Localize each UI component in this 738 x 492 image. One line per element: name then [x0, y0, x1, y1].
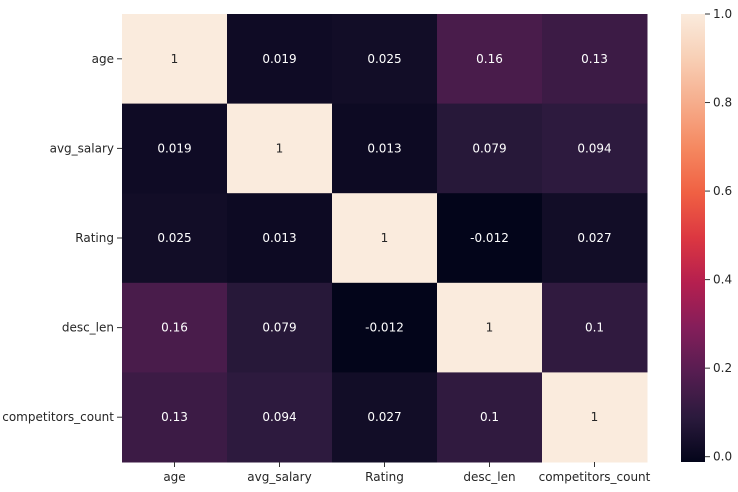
heatmap-cell: [437, 282, 543, 373]
x-axis: age avg_salary Rating desc_len competitors_c…: [163, 462, 651, 484]
cell-value-label: 1: [591, 410, 599, 424]
cell-value-label: 0.025: [157, 231, 191, 245]
heatmap-cell: [332, 14, 438, 105]
cell-value-label: 0.094: [262, 410, 296, 424]
cell-value-label: 1: [276, 141, 284, 155]
heatmap-cell: [332, 193, 438, 284]
heatmap-cell: [332, 103, 438, 194]
heatmap-cell: [332, 282, 438, 373]
heatmap-cell-labels: 1 0.019 0.025 0.16 0.13 0.019 1 0.013 0.079 0.094…: [157, 52, 611, 424]
heatmap-cell: [332, 372, 438, 463]
colorbar-tick-label: 0.2: [713, 361, 732, 375]
colorbar-gradient: [681, 14, 705, 462]
cell-value-label: 0.1: [480, 410, 499, 424]
heatmap-cell: [542, 282, 648, 373]
heatmap-cell: [122, 14, 228, 105]
cell-value-label: 0.027: [577, 231, 611, 245]
heatmap-cells: [122, 14, 648, 463]
cell-value-label: 0.079: [472, 141, 506, 155]
heatmap-cell: [542, 103, 648, 194]
cell-value-label: 1: [486, 321, 494, 335]
cell-value-label: 0.019: [262, 52, 296, 66]
colorbar-tick-label: 0.8: [713, 96, 732, 110]
cell-value-label: 0.16: [476, 52, 503, 66]
cell-value-label: -0.012: [470, 231, 509, 245]
y-tick-label: Rating: [75, 231, 114, 245]
cell-value-label: 0.019: [157, 141, 191, 155]
heatmap-cell: [542, 14, 648, 105]
cell-value-label: 0.013: [367, 141, 401, 155]
heatmap-cell: [227, 103, 333, 194]
cell-value-label: 0.027: [367, 410, 401, 424]
cell-value-label: 1: [381, 231, 389, 245]
cell-value-label: -0.012: [365, 321, 404, 335]
heatmap-cell: [437, 14, 543, 105]
x-tick-label: desc_len: [463, 470, 515, 484]
x-tick-label: Rating: [365, 470, 404, 484]
x-tick-label: competitors_count: [539, 470, 651, 484]
heatmap-cell: [437, 103, 543, 194]
heatmap-cell: [437, 193, 543, 284]
heatmap-cell: [227, 193, 333, 284]
heatmap-cell: [542, 193, 648, 284]
heatmap-cell: [227, 282, 333, 373]
colorbar-tick-label: 0.4: [713, 273, 732, 287]
heatmap-cell: [437, 372, 543, 463]
heatmap-cell: [122, 193, 228, 284]
cell-value-label: 0.013: [262, 231, 296, 245]
colorbar-tick-label: 1.0: [713, 7, 732, 21]
cell-value-label: 1: [171, 52, 179, 66]
y-tick-label: desc_len: [62, 321, 114, 335]
cell-value-label: 0.13: [581, 52, 608, 66]
cell-value-label: 0.13: [161, 410, 188, 424]
cell-value-label: 0.16: [161, 321, 188, 335]
cell-value-label: 0.1: [585, 321, 604, 335]
cell-value-label: 0.025: [367, 52, 401, 66]
heatmap-cell: [122, 282, 228, 373]
y-tick-label: avg_salary: [50, 141, 114, 155]
x-tick-label: avg_salary: [247, 470, 311, 484]
y-tick-label: age: [92, 52, 114, 66]
cell-value-label: 0.079: [262, 321, 296, 335]
colorbar-ticks: 0.0 0.2 0.4 0.6 0.8 1.0: [705, 7, 732, 464]
heatmap-cell: [542, 372, 648, 463]
heatmap-cell: [227, 14, 333, 105]
colorbar: 0.0 0.2 0.4 0.6 0.8 1.0: [681, 7, 732, 464]
y-axis: age avg_salary Rating desc_len competitors_c…: [2, 52, 122, 424]
colorbar-tick-label: 0.0: [713, 450, 732, 464]
heatmap-cell: [122, 372, 228, 463]
colorbar-tick-label: 0.6: [713, 184, 732, 198]
y-tick-label: competitors_count: [2, 410, 114, 424]
x-tick-label: age: [163, 470, 185, 484]
cell-value-label: 0.094: [577, 141, 611, 155]
heatmap-cell: [227, 372, 333, 463]
heatmap-cell: [122, 103, 228, 194]
